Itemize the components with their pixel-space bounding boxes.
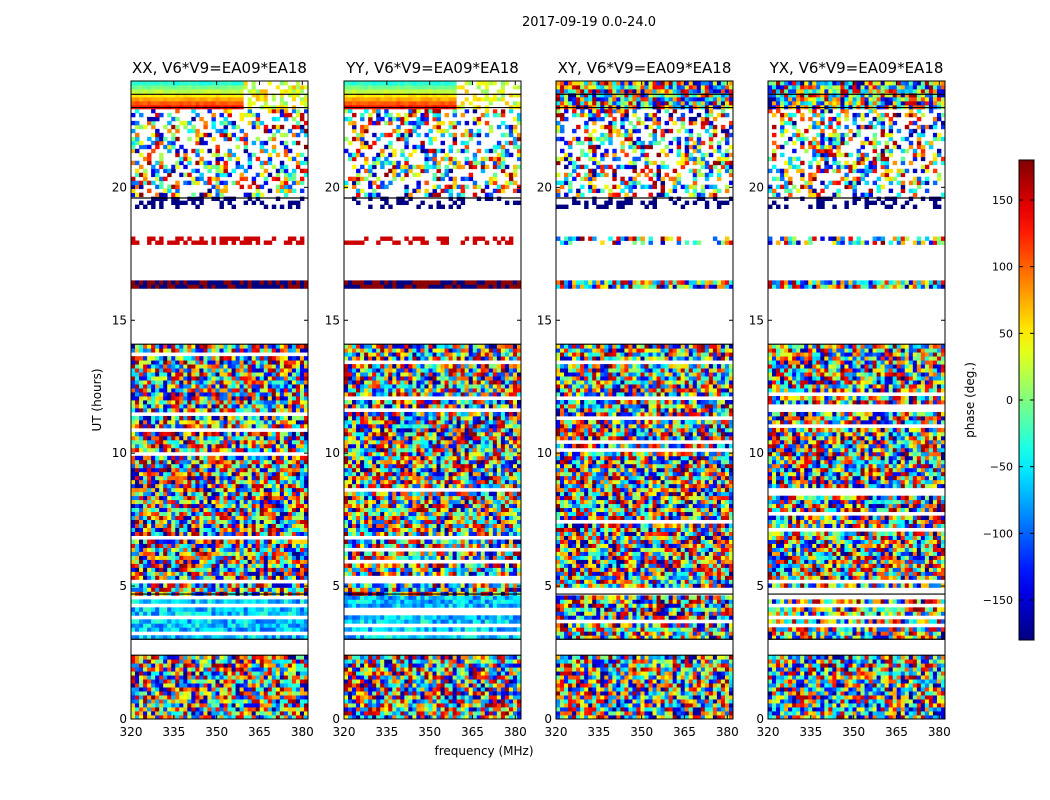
x-axis-label: frequency (MHz) [434,744,533,758]
figure-suptitle: 2017-09-19 0.0-24.0 [522,15,656,30]
y-tick-label: 15 [749,313,764,327]
panel-title-xy: XY, V6*V9=EA09*EA18 [558,59,732,77]
panel-xy: XY, V6*V9=EA09*EA18 320 335 350 365 380 0 5 10 15… [537,59,739,739]
y-tick-label: 15 [325,313,340,327]
panel-yx: YX, V6*V9=EA09*EA18 320 335 350 365 380 0 5 10 15… [749,59,951,739]
x-tick-label: 350 [630,725,653,739]
y-tick-label: 20 [537,180,552,194]
colorbar-tick-label: −100 [983,527,1013,540]
y-tick-label: 0 [756,712,764,726]
y-tick-label: 5 [119,579,127,593]
x-tick-label: 350 [418,725,441,739]
colorbar-tick-label: 0 [1006,394,1013,407]
y-tick-label: 20 [325,180,340,194]
x-tick-label: 380 [928,725,951,739]
x-tick-label: 380 [504,725,527,739]
x-tick-label: 335 [799,725,822,739]
x-tick-label: 380 [291,725,314,739]
y-tick-label: 10 [112,446,127,460]
colorbar-tick-label: −50 [990,461,1013,474]
colorbar-tick-label: −150 [983,594,1013,607]
y-tick-label: 10 [325,446,340,460]
y-axis-label: UT (hours) [90,368,104,431]
x-tick-label: 365 [461,725,484,739]
y-tick-label: 0 [119,712,127,726]
panel-frame [555,80,734,720]
panel-frame [130,80,309,720]
colorbar-tick-label: 100 [992,261,1013,274]
panel-title-xx: XX, V6*V9=EA09*EA18 [132,59,307,77]
y-tick-label: 10 [537,446,552,460]
x-tick-label: 320 [333,725,356,739]
y-tick-label: 0 [332,712,340,726]
x-tick-label: 335 [587,725,610,739]
x-tick-label: 365 [885,725,908,739]
x-tick-label: 380 [716,725,739,739]
y-tick-label: 15 [112,313,127,327]
y-tick-label: 20 [749,180,764,194]
panels-group: XX, V6*V9=EA09*EA18 320 335 350 365 380 0 5 10 15… [112,59,951,739]
panel-xx: XX, V6*V9=EA09*EA18 320 335 350 365 380 0 5 10 15… [112,59,314,739]
colorbar-tick-label: 150 [992,194,1013,207]
heatmap-image [768,81,946,720]
x-tick-label: 320 [545,725,568,739]
colorbar-label: phase (deg.) [963,362,977,438]
y-tick-label: 5 [544,579,552,593]
panel-frame [343,80,522,720]
panel-title-yx: YX, V6*V9=EA09*EA18 [769,59,944,77]
panel-frame [767,80,946,720]
x-tick-label: 365 [248,725,271,739]
colorbar-tick-label: 50 [999,327,1013,340]
colorbar: −150 −100 −50 0 50 100 150 [983,159,1035,641]
heatmap-image [344,81,522,720]
y-tick-label: 20 [112,180,127,194]
y-tick-label: 15 [537,313,552,327]
x-tick-label: 365 [673,725,696,739]
y-tick-label: 5 [756,579,764,593]
heatmap-image [556,81,734,720]
y-tick-label: 0 [544,712,552,726]
y-tick-label: 5 [332,579,340,593]
x-tick-label: 350 [842,725,865,739]
x-tick-label: 320 [757,725,780,739]
panel-title-yy: YY, V6*V9=EA09*EA18 [345,59,519,77]
panel-yy: YY, V6*V9=EA09*EA18 320 335 350 365 380 0 5 10 15… [325,59,527,739]
heatmap-image [131,81,309,720]
x-tick-label: 350 [205,725,228,739]
x-tick-label: 320 [120,725,143,739]
x-tick-label: 335 [162,725,185,739]
y-tick-label: 10 [749,446,764,460]
x-tick-label: 335 [375,725,398,739]
